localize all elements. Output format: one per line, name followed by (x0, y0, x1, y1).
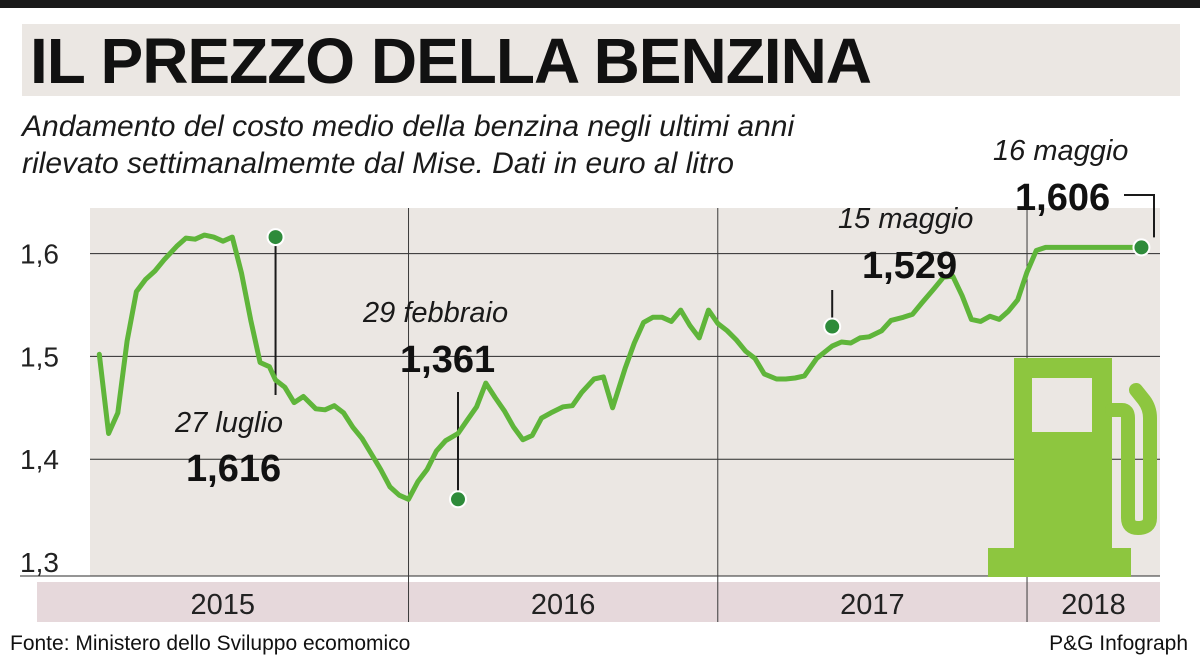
annotation-value-may2017: 1,529 (862, 245, 957, 287)
highlight-marker (266, 228, 285, 247)
credit-note: P&G Infograph (1049, 632, 1188, 655)
fuel-pump-hose (1105, 383, 1157, 535)
price-line (96, 232, 1144, 502)
fuel-pump-icon (988, 358, 1157, 577)
top-rule (0, 0, 1200, 8)
year-axis-band (37, 582, 1160, 622)
x-axis-years: 2015 2016 2017 2018 (191, 589, 1126, 621)
annotation-value-jul2015: 1,616 (186, 448, 281, 490)
annotation-date-may2017: 15 maggio (838, 203, 973, 235)
chart-subtitle: Andamento del costo medio della benzina … (22, 108, 982, 182)
annotation-leader (1124, 194, 1155, 238)
y-tick-label: 1,6 (20, 239, 59, 270)
y-axis-ticks: 1,3 1,4 1,5 1,6 (20, 239, 59, 578)
x-tick-label: 2017 (840, 589, 905, 621)
y-tick-label: 1,4 (20, 444, 59, 475)
y-tick-label: 1,3 (20, 547, 59, 578)
chart-title: IL PREZZO DELLA BENZINA (30, 25, 872, 97)
annotation-date-feb2016: 29 febbraio (362, 297, 508, 329)
x-tick-label: 2018 (1061, 589, 1126, 621)
highlight-marker (1132, 238, 1151, 257)
grid-lines (20, 253, 1160, 577)
y-tick-label: 1,5 (20, 341, 59, 372)
highlight-markers (266, 228, 1151, 509)
subtitle-line-2: rilevato settimanalmemte dal Mise. Dati … (22, 147, 734, 180)
annotation-date-may2018: 16 maggio (993, 135, 1128, 167)
x-tick-label: 2016 (531, 589, 596, 621)
annotation-value-feb2016: 1,361 (400, 339, 495, 381)
fuel-pump-body (988, 358, 1131, 577)
x-tick-label: 2015 (191, 589, 256, 621)
highlight-marker (449, 490, 468, 509)
source-note: Fonte: Ministero dello Sviluppo ecomomic… (10, 632, 411, 655)
highlight-marker (823, 317, 842, 336)
subtitle-line-1: Andamento del costo medio della benzina … (22, 110, 795, 143)
title-band (22, 24, 1180, 96)
plot-background (90, 208, 1160, 576)
annotation-value-may2018: 1,606 (1015, 177, 1110, 219)
annotation-date-jul2015: 27 luglio (174, 407, 283, 439)
